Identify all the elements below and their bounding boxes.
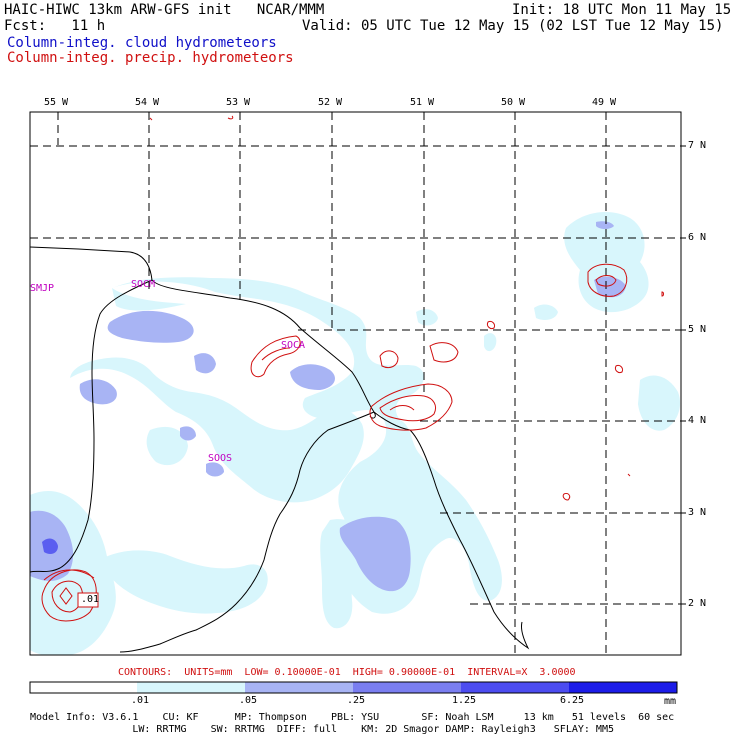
forecast-hour: Fcst: 11 h — [4, 18, 106, 34]
colorbar-unit: mm — [664, 696, 677, 707]
station-label-smjp: SMJP — [30, 283, 55, 294]
lon-label-53w: 53 W — [226, 97, 251, 108]
lat-label-6n: 6 N — [688, 232, 707, 243]
colorbar-segment-3 — [353, 682, 461, 693]
valid-time: Valid: 05 UTC Tue 12 May 15 (02 LST Tue … — [302, 18, 724, 34]
contour-value-box — [77, 592, 99, 608]
colorbar-tick-1: .05 — [238, 695, 258, 706]
lon-label-51w: 51 W — [410, 97, 435, 108]
precip-contours — [41, 115, 664, 622]
lon-label-50w: 50 W — [501, 97, 526, 108]
legend-precip-hydrometeors: Column-integ. precip. hydrometeors — [7, 50, 294, 66]
colorbar-tick-4: 6.25 — [559, 695, 585, 706]
colorbar-segment-2 — [245, 682, 353, 693]
colorbar-segment-5 — [569, 682, 677, 693]
colorbar — [29, 681, 678, 694]
init-time: Init: 18 UTC Mon 11 May 15 — [512, 2, 732, 18]
lat-label-2n: 2 N — [688, 598, 707, 609]
station-label-socm: SOCM — [131, 279, 156, 290]
lat-tick-marks — [681, 145, 686, 605]
colorbar-tick-3: 1.25 — [451, 695, 477, 706]
station-label-soca: SOCA — [281, 340, 306, 351]
lon-label-55w: 55 W — [44, 97, 69, 108]
colorbar-tick-2: .25 — [346, 695, 366, 706]
contours-info: CONTOURS: UNITS=mm LOW= 0.10000E-01 HIGH… — [118, 667, 576, 678]
colorbar-segment-1 — [137, 682, 245, 693]
lat-label-5n: 5 N — [688, 324, 707, 335]
contour-value-label: .01 — [81, 594, 100, 605]
colorbar-segment-0 — [30, 682, 137, 693]
colorbar-tick-0: .01 — [130, 695, 150, 706]
lon-label-49w: 49 W — [592, 97, 617, 108]
lon-label-52w: 52 W — [318, 97, 343, 108]
lat-label-3n: 3 N — [688, 507, 707, 518]
map-frame — [29, 111, 682, 656]
lat-lon-grid — [30, 112, 681, 655]
lon-label-54w: 54 W — [135, 97, 160, 108]
legend-cloud-hydrometeors: Column-integ. cloud hydrometeors — [7, 35, 277, 51]
lat-label-7n: 7 N — [688, 140, 707, 151]
lat-label-4n: 4 N — [688, 415, 707, 426]
cloud-shading — [30, 212, 681, 655]
model-title: HAIC-HIWC 13km ARW-GFS init NCAR/MMM — [4, 2, 325, 18]
model-info-line2: LW: RRTMG SW: RRTMG DIFF: full KM: 2D Sm… — [30, 724, 614, 735]
station-label-soos: SOOS — [208, 453, 233, 464]
colorbar-segment-4 — [461, 682, 569, 693]
model-info-line1: Model Info: V3.6.1 CU: KF MP: Thompson P… — [30, 712, 675, 723]
